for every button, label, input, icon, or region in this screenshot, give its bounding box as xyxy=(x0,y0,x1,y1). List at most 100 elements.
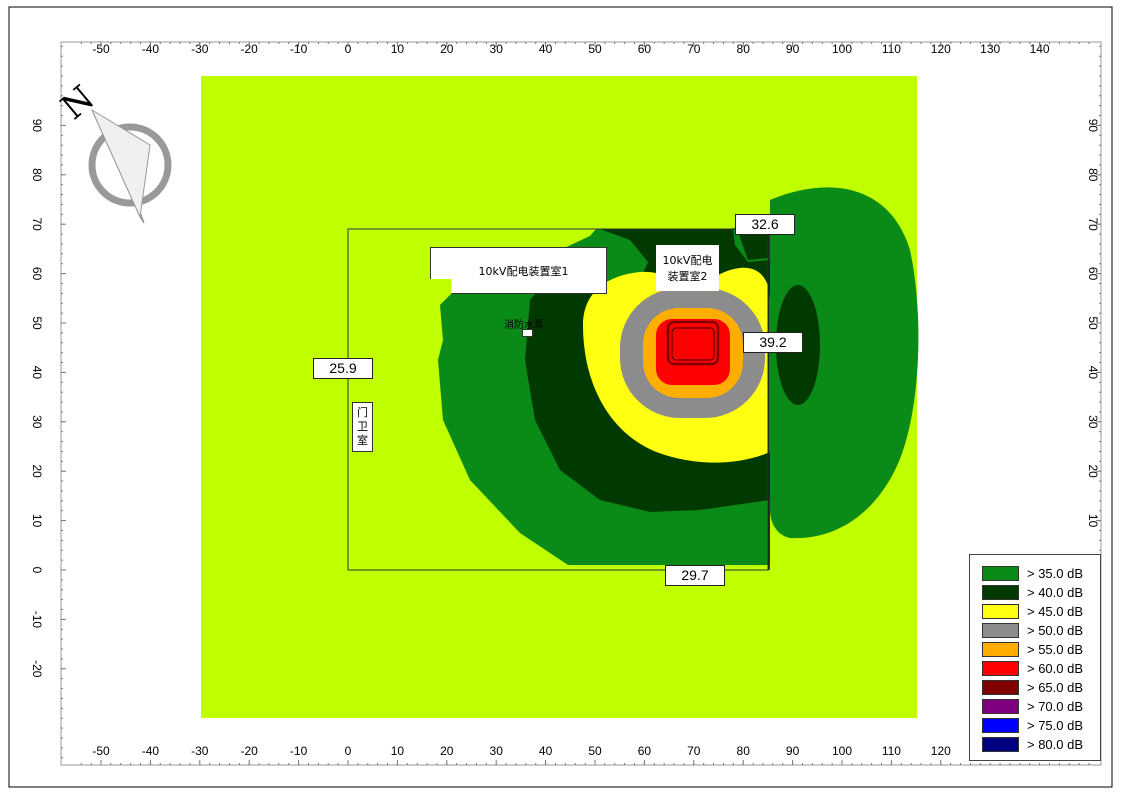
y-tick-label-left: 80 xyxy=(30,168,44,182)
x-tick-label-bottom: -40 xyxy=(142,744,160,758)
x-tick-label-bottom: 110 xyxy=(882,744,901,758)
noise-level-legend: > 35.0 dB > 40.0 dB > 45.0 dB > 50.0 dB > 55… xyxy=(969,554,1101,761)
axes-frame xyxy=(60,41,1102,766)
x-tick-label-top: -10 xyxy=(290,42,308,56)
value-label-west: 25.9 xyxy=(313,358,373,379)
legend-item: > 75.0 dB xyxy=(982,717,1083,733)
legend-item: > 80.0 dB xyxy=(982,736,1083,752)
x-axis-top: -50 -40 -30 -20 -10 0 10 20 30 40 50 60 70 80 90 100 110… xyxy=(80,42,1090,56)
x-tick-label-bottom: -30 xyxy=(191,744,209,758)
legend-swatch xyxy=(982,698,1019,714)
legend-item: > 55.0 dB xyxy=(982,641,1083,657)
legend-label: > 75.0 dB xyxy=(1027,717,1084,733)
legend-item: > 50.0 dB xyxy=(982,622,1083,638)
y-tick-label-right: 30 xyxy=(1086,415,1100,429)
legend-swatch xyxy=(982,679,1019,695)
contour-35-east xyxy=(770,187,919,539)
x-tick-label-top: 100 xyxy=(832,42,852,56)
legend-item: > 65.0 dB xyxy=(982,679,1083,695)
contour-40-north-patch xyxy=(738,232,768,260)
legend-item: > 70.0 dB xyxy=(982,698,1083,714)
legend-label: > 40.0 dB xyxy=(1027,584,1084,600)
legend-swatch xyxy=(982,641,1019,657)
y-tick-label-left: 0 xyxy=(30,567,44,574)
x-tick-label-top: -20 xyxy=(241,42,259,56)
y-tick-label-left: 50 xyxy=(30,316,44,330)
legend-swatch xyxy=(982,717,1019,733)
legend-swatch xyxy=(982,565,1019,581)
legend-swatch xyxy=(982,603,1019,619)
y-tick-label-left: 90 xyxy=(30,119,44,133)
x-tick-label-top: 80 xyxy=(737,42,751,56)
y-tick-label-left: 70 xyxy=(30,218,44,232)
y-tick-label-right: 20 xyxy=(1086,465,1100,479)
x-tick-label-bottom: -20 xyxy=(241,744,259,758)
x-tick-label-top: 10 xyxy=(391,42,405,56)
x-tick-label-bottom: 100 xyxy=(832,744,852,758)
legend-label: > 80.0 dB xyxy=(1027,736,1084,752)
x-tick-label-bottom: 120 xyxy=(931,744,951,758)
legend-label: > 55.0 dB xyxy=(1027,641,1084,657)
room-label-10kv-2: 10kV配电 装置室2 xyxy=(656,245,719,291)
legend-label: > 45.0 dB xyxy=(1027,603,1084,619)
legend-label: > 60.0 dB xyxy=(1027,660,1084,676)
room-label-guard: 门 卫 室 xyxy=(352,402,373,452)
y-tick-label-left: -10 xyxy=(30,611,44,629)
legend-swatch xyxy=(982,660,1019,676)
y-tick-label-right: 80 xyxy=(1086,168,1100,182)
value-label-south: 29.7 xyxy=(665,565,725,586)
x-tick-label-bottom: 40 xyxy=(539,744,553,758)
x-tick-label-top: 20 xyxy=(440,42,454,56)
y-tick-label-left: 40 xyxy=(30,366,44,380)
x-tick-label-bottom: 30 xyxy=(490,744,504,758)
y-tick-label-left: 20 xyxy=(30,465,44,479)
x-tick-label-top: 50 xyxy=(588,42,602,56)
x-axis-bottom: -50 -40 -30 -20 -10 0 10 20 30 40 50 60 70 80 90 100 110… xyxy=(80,744,1090,765)
x-tick-label-bottom: 90 xyxy=(786,744,800,758)
value-label-north: 32.6 xyxy=(735,214,795,235)
x-tick-label-bottom: 70 xyxy=(687,744,701,758)
y-tick-label-right: 70 xyxy=(1086,218,1100,232)
legend-label: > 50.0 dB xyxy=(1027,622,1084,638)
y-tick-label-right: 40 xyxy=(1086,366,1100,380)
y-tick-label-left: -20 xyxy=(30,660,44,678)
x-tick-label-bottom: 0 xyxy=(345,744,352,758)
legend-swatch xyxy=(982,736,1019,752)
y-tick-label-right: 60 xyxy=(1086,267,1100,281)
x-tick-label-top: 140 xyxy=(1030,42,1050,56)
x-tick-label-top: 70 xyxy=(687,42,701,56)
x-tick-label-top: 0 xyxy=(345,42,352,56)
y-tick-label-right: 50 xyxy=(1086,316,1100,330)
x-tick-label-top: 110 xyxy=(882,42,901,56)
source-core xyxy=(671,327,715,361)
y-tick-label-left: 60 xyxy=(30,267,44,281)
x-tick-label-top: 90 xyxy=(786,42,800,56)
x-tick-label-top: -40 xyxy=(142,42,160,56)
legend-item: > 40.0 dB xyxy=(982,584,1083,600)
x-tick-label-top: 30 xyxy=(490,42,504,56)
room-label-10kv-1: 10kV配电装置室1 xyxy=(430,247,607,294)
x-tick-label-bottom: 10 xyxy=(391,744,405,758)
contour-65 xyxy=(666,320,720,366)
y-tick-label-right: 10 xyxy=(1086,514,1100,528)
x-tick-label-bottom: 50 xyxy=(588,744,602,758)
value-label-east: 39.2 xyxy=(743,332,803,353)
legend-item: > 35.0 dB xyxy=(982,565,1083,581)
y-axis-left: 90 80 70 60 50 40 30 20 10 0 -10 -20 xyxy=(30,45,66,759)
room-label-fire-pump: 消防水泵 xyxy=(504,320,544,331)
fire-pump-marker xyxy=(522,329,533,337)
x-tick-label-top: -50 xyxy=(92,42,110,56)
legend-item: > 60.0 dB xyxy=(982,660,1083,676)
x-tick-label-bottom: 80 xyxy=(737,744,751,758)
legend-label: > 65.0 dB xyxy=(1027,679,1084,695)
y-tick-label-right: 90 xyxy=(1086,119,1100,133)
x-tick-label-top: 120 xyxy=(931,42,951,56)
x-tick-label-bottom: -10 xyxy=(290,744,308,758)
site-boundary xyxy=(347,228,769,571)
legend-label: > 35.0 dB xyxy=(1027,565,1084,581)
x-tick-label-top: 40 xyxy=(539,42,553,56)
x-tick-label-bottom: -50 xyxy=(92,744,110,758)
legend-item: > 45.0 dB xyxy=(982,603,1083,619)
